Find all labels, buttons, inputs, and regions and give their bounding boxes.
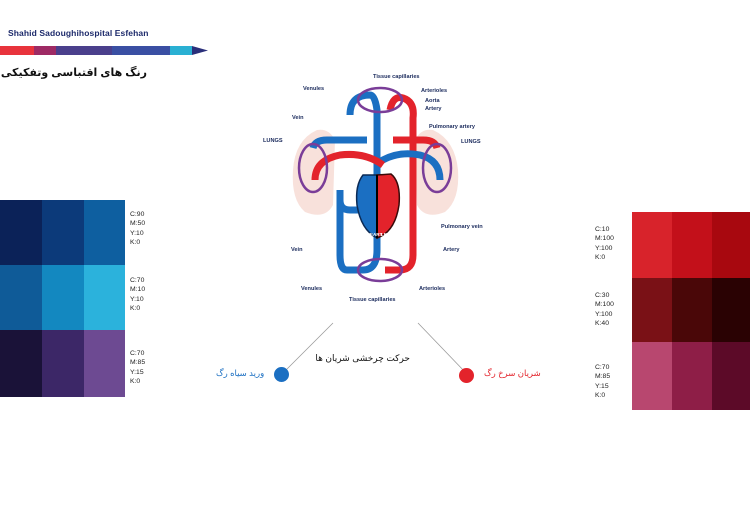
label-venules-bottom: Venules	[301, 286, 322, 292]
brand-name: Shahid Sadoughihospital Esfehan	[8, 28, 149, 38]
blue-swatch	[0, 330, 42, 397]
red-swatch	[672, 278, 712, 342]
label-right-heart: RIGHT HEART	[351, 232, 383, 237]
circulation-caption: حرکت چرخشی شریان ها	[315, 353, 410, 363]
label-venules-top: Venules	[303, 86, 324, 92]
brand-bar: Shahid Sadoughihospital Esfehan	[0, 0, 750, 58]
label-artery-top: Artery	[425, 106, 442, 112]
heart-right-side	[355, 174, 378, 240]
vein-label: ورید سیاه رگ	[216, 368, 265, 378]
red-swatch	[712, 278, 750, 342]
pulmonary-loop-red	[393, 136, 441, 150]
brand-stripe-segment	[112, 46, 170, 55]
red-swatch	[632, 278, 672, 342]
label-arterioles-top: Arterioles	[421, 88, 447, 94]
label-artery-bottom: Artery	[443, 247, 460, 253]
blue-swatch	[84, 330, 125, 397]
label-tissue-capillaries-top: Tissue capillaries	[373, 74, 420, 80]
brand-stripe-segment	[170, 46, 192, 55]
blue-swatch	[42, 265, 84, 330]
blue-swatch	[42, 330, 84, 397]
blue-swatch	[0, 265, 42, 330]
red-cmyk-1: C:10 M:100 Y:100 K:0	[595, 226, 614, 261]
red-palette	[632, 212, 750, 410]
blue-cmyk-2: C:70 M:10 Y:10 K:0	[130, 277, 146, 312]
red-cmyk-2: C:30 M:100 Y:100 K:40	[595, 292, 614, 327]
brand-stripe-segment	[56, 46, 112, 55]
artery-vessel	[385, 94, 417, 274]
label-lungs-right: LUNGS	[461, 139, 481, 145]
blue-swatch	[84, 200, 125, 265]
brand-stripe-segment	[192, 46, 208, 55]
heart-left-side	[376, 173, 401, 240]
red-swatch	[672, 212, 712, 278]
blue-palette	[0, 200, 125, 397]
blue-cmyk-1: C:90 M:50 Y:10 K:0	[130, 211, 146, 246]
page-title: رنگ های اقتباسی وتفکیکی نشان	[0, 67, 147, 79]
blue-swatch	[42, 200, 84, 265]
blue-cmyk-3: C:70 M:85 Y:15 K:0	[130, 350, 146, 385]
red-swatch	[632, 342, 672, 410]
pulmonary-vein-vessel	[311, 151, 386, 181]
circulatory-diagram: Tissue capillaries Venules Arterioles Ao…	[263, 74, 483, 303]
pulmonary-loop-blue	[309, 136, 367, 150]
red-swatch	[632, 212, 672, 278]
capillary-top	[356, 86, 404, 114]
blue-swatch	[0, 200, 42, 265]
label-tissue-capillaries-bottom: Tissue capillaries	[349, 297, 396, 303]
artery-dot	[459, 368, 474, 383]
capillary-left-lung	[297, 142, 329, 194]
red-swatch	[712, 212, 750, 278]
capillary-right-lung	[421, 142, 453, 194]
pulmonary-artery-vessel	[372, 150, 444, 181]
systemic-loop-blue	[336, 190, 367, 214]
artery-label: شریان سرخ رگ	[484, 368, 541, 378]
label-aorta: Aorta	[425, 98, 440, 104]
blue-swatch	[84, 265, 125, 330]
red-cmyk-3: C:70 M:85 Y:15 K:0	[595, 364, 611, 399]
capillary-bottom	[356, 257, 404, 283]
vein-dot	[274, 367, 289, 382]
label-pulmonary-artery: Pulmonary artery	[429, 124, 476, 130]
red-swatch	[712, 342, 750, 410]
label-lungs-left: LUNGS	[263, 138, 283, 144]
brand-stripe-segment	[0, 46, 34, 55]
label-vein-top: Vein	[292, 115, 304, 121]
label-arterioles-bottom: Arterioles	[419, 286, 445, 292]
vein-vessel	[336, 91, 381, 274]
brand-stripe-segment	[34, 46, 56, 55]
label-vein-bottom: Vein	[291, 247, 303, 253]
label-pulmonary-vein: Pulmonary vein	[441, 224, 483, 230]
label-left-heart: LEFT HEART	[381, 232, 410, 237]
red-swatch	[672, 342, 712, 410]
